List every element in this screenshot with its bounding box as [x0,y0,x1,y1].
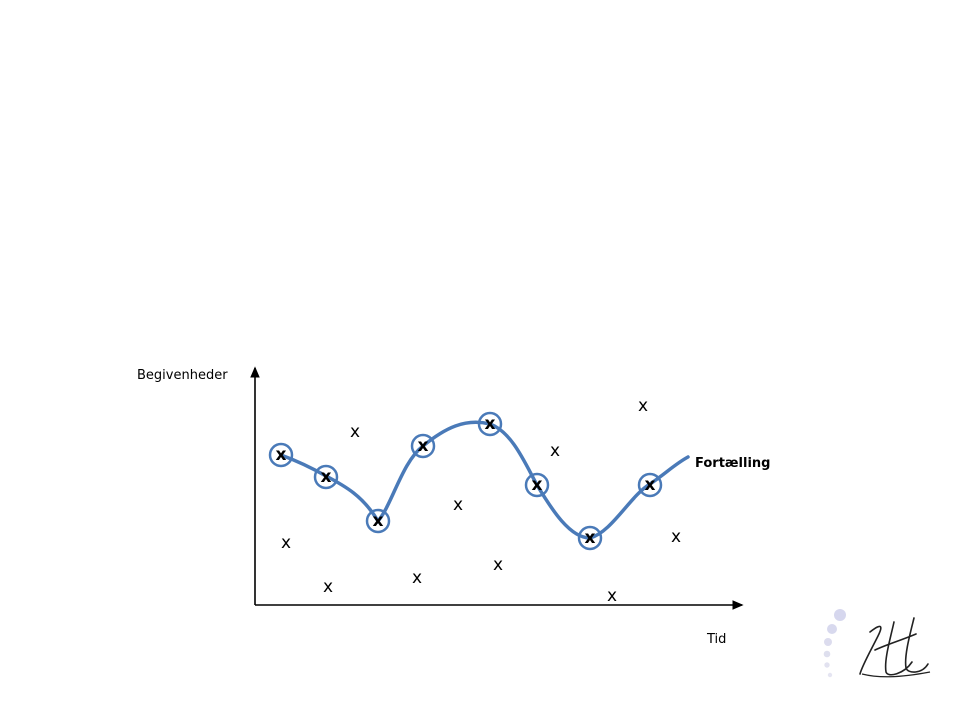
series-label: Fortælling [695,456,771,471]
signature-logo-icon [823,609,931,678]
event-marker: x [350,422,360,442]
narrative-event-marker: x [418,436,429,456]
narrative-event-marker: x [645,475,656,495]
event-circle [313,464,339,490]
event-circle [365,508,391,534]
event-circle [477,411,503,437]
event-marker: x [550,441,560,461]
event-marker: x [412,568,422,588]
event-marker: x [281,533,291,553]
event-circle [637,472,663,498]
event-circle [577,525,603,551]
event-marker: x [453,495,463,515]
narrative-curve [279,420,690,540]
narrative-event-marker: x [276,445,287,465]
event-marker: x [638,396,648,416]
event-marker: x [323,577,333,597]
narrative-event-marker: x [321,467,332,487]
event-circle [410,433,436,459]
y-axis-label: Begivenheder [137,368,228,383]
narrative-event-marker: x [373,511,384,531]
event-circle [524,472,550,498]
narrative-event-marker: x [532,475,543,495]
event-marker: x [607,586,617,606]
narrative-event-marker: x [585,528,596,548]
event-marker: x [671,527,681,547]
event-circle [268,442,294,468]
x-axis-label: Tid [707,632,727,647]
narrative-event-marker: x [485,414,496,434]
event-marker: x [493,555,503,575]
